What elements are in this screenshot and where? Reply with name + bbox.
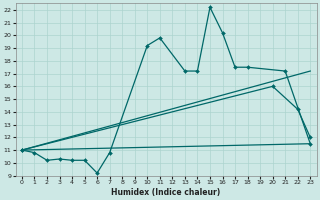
X-axis label: Humidex (Indice chaleur): Humidex (Indice chaleur) xyxy=(111,188,221,197)
